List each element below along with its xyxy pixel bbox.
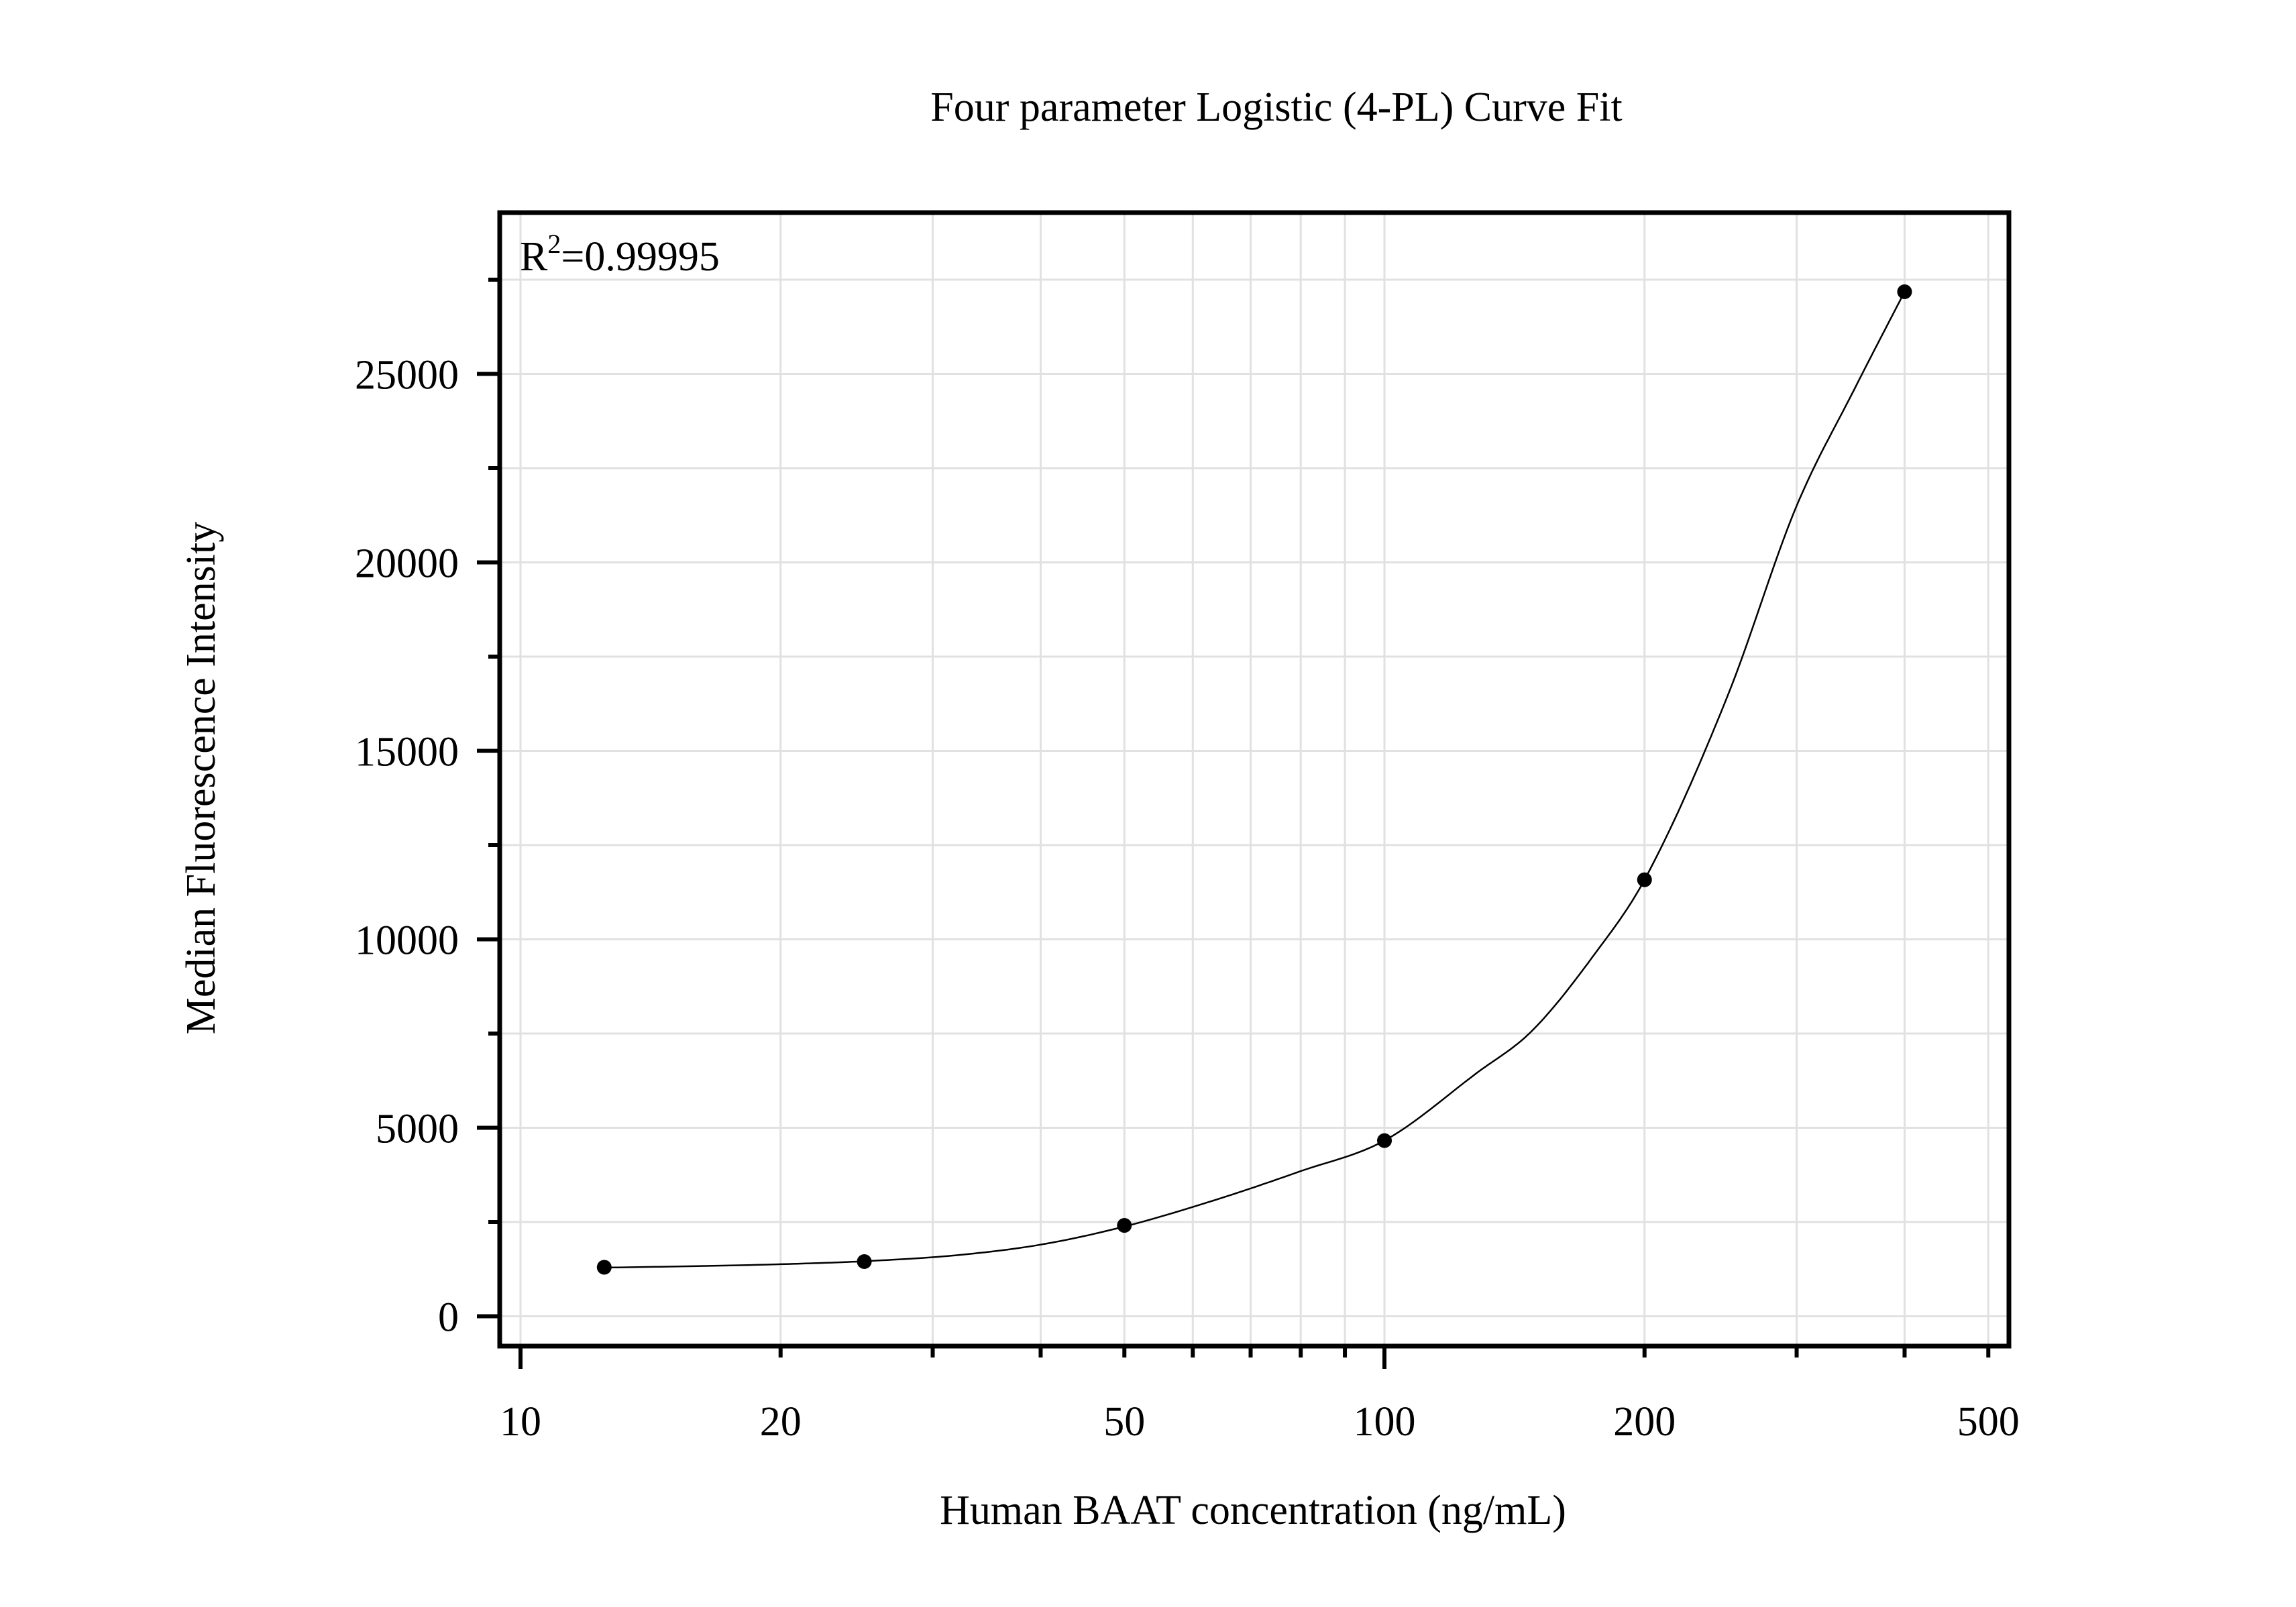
x-tick-label: 100 xyxy=(1354,1399,1416,1445)
y-tick-label: 10000 xyxy=(355,918,459,964)
y-tick-label: 20000 xyxy=(355,541,459,587)
r-squared-annotation: R2=0.99995 xyxy=(520,229,720,280)
fit-curve xyxy=(604,291,1906,1269)
axis-ticks xyxy=(477,278,1991,1369)
y-tick-label: 25000 xyxy=(355,353,459,398)
y-axis-title: Median Fluorescence Intensity xyxy=(178,522,224,1034)
fit-curve-path xyxy=(604,291,1906,1269)
x-tick-label: 10 xyxy=(500,1399,541,1445)
r-squared-value: =0.99995 xyxy=(561,234,719,280)
data-point xyxy=(596,1260,612,1275)
y-tick-label: 5000 xyxy=(376,1107,459,1152)
data-point xyxy=(857,1254,872,1270)
data-point xyxy=(1897,284,1912,299)
x-tick-label: 50 xyxy=(1103,1399,1145,1445)
y-tick-label: 15000 xyxy=(355,730,459,775)
y-tick-labels: 0 5000 10000 15000 20000 25000 xyxy=(355,353,459,1341)
plot-frame xyxy=(497,210,2012,1349)
r-squared-superscript: 2 xyxy=(547,229,561,259)
data-point xyxy=(1117,1218,1132,1233)
x-tick-label: 200 xyxy=(1613,1399,1676,1445)
y-tick-label: 0 xyxy=(438,1295,459,1341)
data-point xyxy=(1377,1133,1392,1148)
x-tick-label: 500 xyxy=(1957,1399,2020,1445)
x-tick-label: 20 xyxy=(760,1399,802,1445)
data-point xyxy=(1637,872,1652,887)
r-squared-label: R xyxy=(520,234,548,280)
data-points xyxy=(596,284,1912,1275)
gridlines xyxy=(500,213,2009,1346)
chart-title: Four parameter Logistic (4-PL) Curve Fit xyxy=(930,85,1622,130)
x-axis-title: Human BAAT concentration (ng/mL) xyxy=(940,1488,1566,1533)
x-tick-labels: 10 20 50 100 200 500 xyxy=(500,1399,2020,1445)
